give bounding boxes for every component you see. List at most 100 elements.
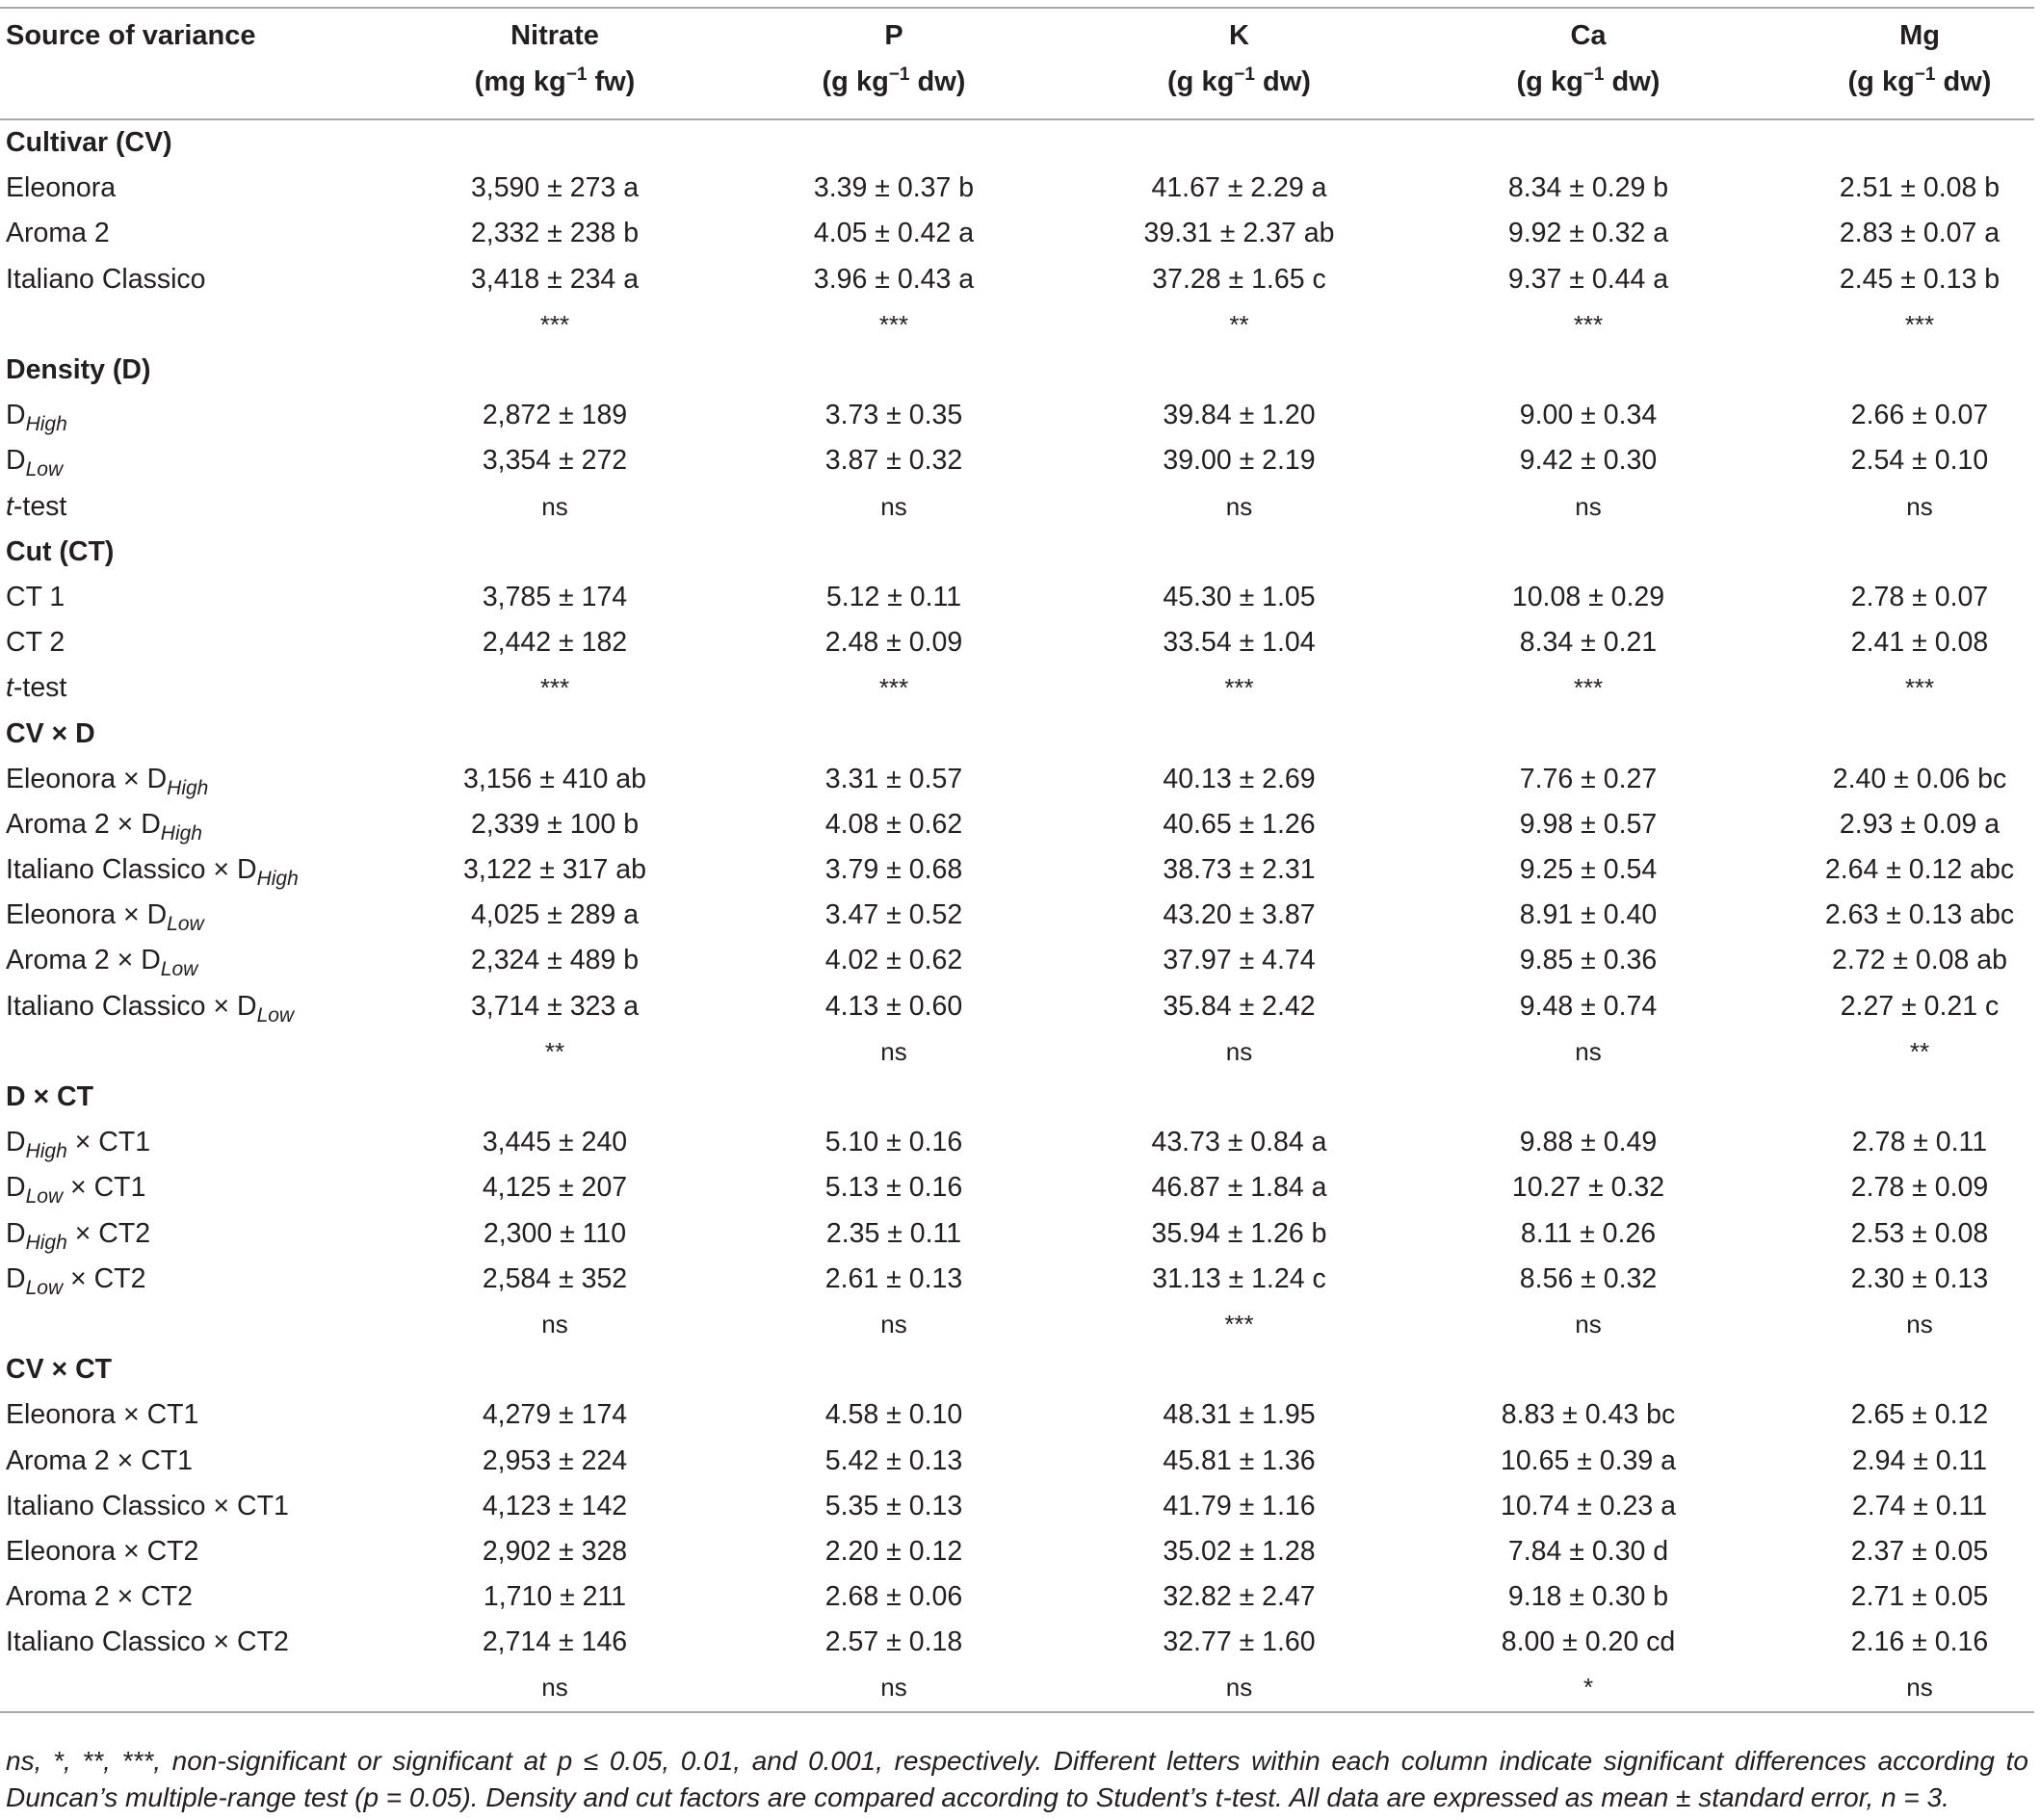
table-row: Aroma 2 × DLow 2,324 ± 489 b 4.02 ± 0.62 37… [0, 938, 2034, 983]
row-label-text: Aroma 2 × D [6, 945, 161, 976]
row-label: Cut (CT) [0, 530, 429, 575]
table-cell: 9.37 ± 0.44 a [1507, 263, 1669, 295]
table-cell: 2.93 ± 0.09 a [1839, 808, 2001, 840]
table-cell: 3,156 ± 410 ab [463, 763, 646, 794]
table-cell: 2.27 ± 0.21 c [1840, 990, 2000, 1022]
table-cell [1805, 348, 2034, 393]
table-cell: 33.54 ± 1.04 [1163, 627, 1316, 659]
row-label [0, 1029, 429, 1075]
table-cell: 45.81 ± 1.36 [1163, 1444, 1316, 1476]
table-cell [429, 1347, 681, 1392]
row-label: Eleonora [0, 166, 429, 211]
table-cell: 2.61 ± 0.13 [824, 1262, 963, 1294]
row-label: Italiano Classico [0, 257, 429, 302]
table-row: Italiano Classico × CT2 2,714 ± 146 2.57 ±… [0, 1620, 2034, 1665]
header-col-unit-post: dw) [1604, 66, 1661, 97]
table-cell: 3,418 ± 234 a [470, 263, 640, 295]
table-row: DHigh × CT2 2,300 ± 110 2.35 ± 0.11 35.94 ±… [0, 1211, 2034, 1257]
table-cell: 3.87 ± 0.32 [824, 445, 963, 477]
table-cell [1805, 119, 2034, 166]
table-cell [1372, 1347, 1805, 1392]
table-row: Aroma 2 × CT1 2,953 ± 224 5.42 ± 0.13 45.81… [0, 1438, 2034, 1483]
header-col-name: Mg [1899, 20, 1940, 51]
table-cell: *** [1904, 673, 1935, 703]
table-cell: 2,442 ± 182 [482, 627, 628, 659]
row-label: t-test [0, 665, 429, 711]
header-col-unit: (g kg [1167, 66, 1235, 97]
row-label: Aroma 2 × DHigh [0, 802, 429, 847]
row-label-suffix: × CT1 [66, 1127, 151, 1158]
table-cell: ns [1575, 491, 1602, 521]
row-label: Eleonora × CT1 [0, 1392, 429, 1438]
row-label-text: Italiano Classico [6, 263, 206, 295]
table-cell: 3.31 ± 0.57 [824, 763, 963, 794]
table-cell: 2.78 ± 0.07 [1850, 581, 1989, 612]
row-label-text: CT 1 [6, 581, 65, 612]
table-body: Cultivar (CV) Eleonora 3,590 ± 273 a 3.39 ±… [0, 119, 2034, 1713]
table-cell: *** [1224, 1309, 1254, 1339]
group-header-row: D × CT [0, 1075, 2034, 1120]
table-cell: 4.08 ± 0.62 [824, 808, 963, 840]
table-cell [429, 711, 681, 756]
table-cell: 9.92 ± 0.32 a [1507, 218, 1669, 249]
row-label-subscript: High [25, 413, 67, 436]
header-row: Source of variance Nitrate (mg kg−1 fw) … [0, 8, 2034, 119]
row-label-text: Aroma 2 [6, 218, 110, 249]
table-cell [681, 1075, 1107, 1120]
table-cell: ns [541, 491, 568, 521]
table-cell: ns [1107, 1665, 1372, 1713]
table-cell [1107, 1075, 1372, 1120]
table-cell [429, 1075, 681, 1120]
table-cell: ns [1575, 1036, 1602, 1066]
row-label [0, 302, 429, 348]
row-label-text: Cultivar (CV) [6, 127, 172, 159]
row-label-suffix: × CT2 [63, 1262, 146, 1294]
table-cell [681, 1347, 1107, 1392]
row-label-subscript: Low [25, 458, 64, 481]
table-cell [1805, 1075, 2034, 1120]
header-ca: Ca (g kg−1 dw) [1372, 8, 1805, 119]
table-cell: 2.83 ± 0.07 a [1839, 218, 2001, 249]
table-cell: *** [878, 673, 909, 703]
table-cell: 9.25 ± 0.54 [1519, 854, 1658, 886]
table-cell: 2,339 ± 100 b [470, 808, 640, 840]
table-row: DLow 3,354 ± 272 3.87 ± 0.32 39.00 ± 2.19 9.… [0, 438, 2034, 483]
header-col-unit-exp: −1 [888, 65, 910, 85]
table-cell: 3.96 ± 0.43 a [813, 263, 975, 295]
table-cell [1372, 711, 1805, 756]
table-cell [1805, 1347, 2034, 1392]
row-label-text: Eleonora × D [6, 899, 168, 931]
table-cell [1372, 1075, 1805, 1120]
table-cell: 2.20 ± 0.12 [824, 1535, 963, 1567]
row-label-subscript: Low [167, 913, 204, 936]
table-cell: 10.74 ± 0.23 a [1500, 1490, 1677, 1521]
table-cell: ns [880, 1309, 907, 1339]
row-label-text: Eleonora × CT1 [6, 1399, 199, 1431]
row-label [0, 1665, 429, 1713]
table-cell: 9.48 ± 0.74 [1519, 990, 1658, 1022]
table-cell: 8.11 ± 0.26 [1520, 1217, 1657, 1249]
table-row: Aroma 2 × DHigh 2,339 ± 100 b 4.08 ± 0.62 4… [0, 802, 2034, 847]
header-col-unit-post: dw) [909, 66, 966, 97]
header-col-name: K [1229, 20, 1249, 51]
row-label-subscript: Low [256, 1003, 295, 1027]
table-cell: 2.66 ± 0.07 [1850, 400, 1989, 431]
table-cell: 2.78 ± 0.11 [1851, 1127, 1988, 1158]
row-label-text: Italiano Classico × D [6, 990, 257, 1022]
table-cell: 41.79 ± 1.16 [1163, 1490, 1316, 1521]
table-cell: *** [1573, 309, 1604, 339]
table-cell: 8.83 ± 0.43 bc [1501, 1399, 1676, 1431]
table-cell: 2.53 ± 0.08 [1850, 1217, 1989, 1249]
table-cell: 2,332 ± 238 b [470, 218, 640, 249]
table-cell: 8.91 ± 0.40 [1519, 899, 1658, 931]
group-header-row: Cultivar (CV) [0, 119, 2034, 166]
table-cell: *** [878, 309, 909, 339]
table-row: Eleonora × DHigh 3,156 ± 410 ab 3.31 ± 0.5… [0, 757, 2034, 802]
table-cell: *** [539, 673, 570, 703]
table-cell [1372, 530, 1805, 575]
significance-row: ** ns ns ns ** [0, 1029, 2034, 1075]
row-label: Italiano Classico × CT1 [0, 1484, 429, 1529]
table-cell: *** [1904, 309, 1935, 339]
table-row: DHigh × CT1 3,445 ± 240 5.10 ± 0.16 43.73 ±… [0, 1120, 2034, 1165]
table-cell: ** [1909, 1036, 1930, 1066]
